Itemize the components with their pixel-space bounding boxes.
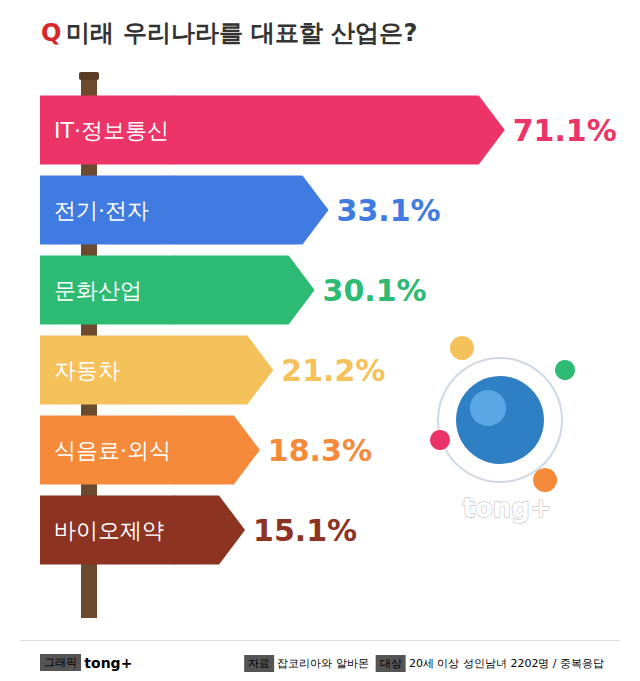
svg-text:전기·전자: 전기·전자 [54, 198, 149, 223]
svg-text:식음료·외식: 식음료·외식 [54, 438, 171, 463]
svg-text:미래 우리나라를 대표할 산업은?: 미래 우리나라를 대표할 산업은? [66, 19, 417, 47]
svg-text:18.3%: 18.3% [268, 433, 372, 468]
svg-text:/ 중복응답: / 중복응답 [553, 657, 604, 670]
svg-text:잡코리아와 알바몬: 잡코리아와 알바몬 [277, 657, 369, 670]
svg-text:tong+: tong+ [463, 493, 552, 523]
svg-text:71.1%: 71.1% [513, 113, 617, 148]
svg-text:대상: 대상 [380, 657, 402, 670]
svg-text:33.1%: 33.1% [337, 193, 441, 228]
svg-text:자료: 자료 [248, 657, 270, 670]
svg-text:21.2%: 21.2% [281, 353, 385, 388]
svg-text:그래픽: 그래픽 [44, 656, 77, 669]
svg-text:바이오제약: 바이오제약 [54, 518, 164, 543]
svg-text:20세 이상 성인남녀 2202명: 20세 이상 성인남녀 2202명 [409, 657, 549, 670]
svg-text:Q: Q [41, 19, 61, 47]
svg-text:tong+: tong+ [84, 655, 132, 671]
svg-text:30.1%: 30.1% [323, 273, 427, 308]
svg-text:15.1%: 15.1% [253, 513, 357, 548]
svg-text:IT·정보통신: IT·정보통신 [54, 118, 169, 143]
svg-text:문화산업: 문화산업 [54, 278, 142, 303]
svg-text:자동차: 자동차 [54, 358, 120, 383]
